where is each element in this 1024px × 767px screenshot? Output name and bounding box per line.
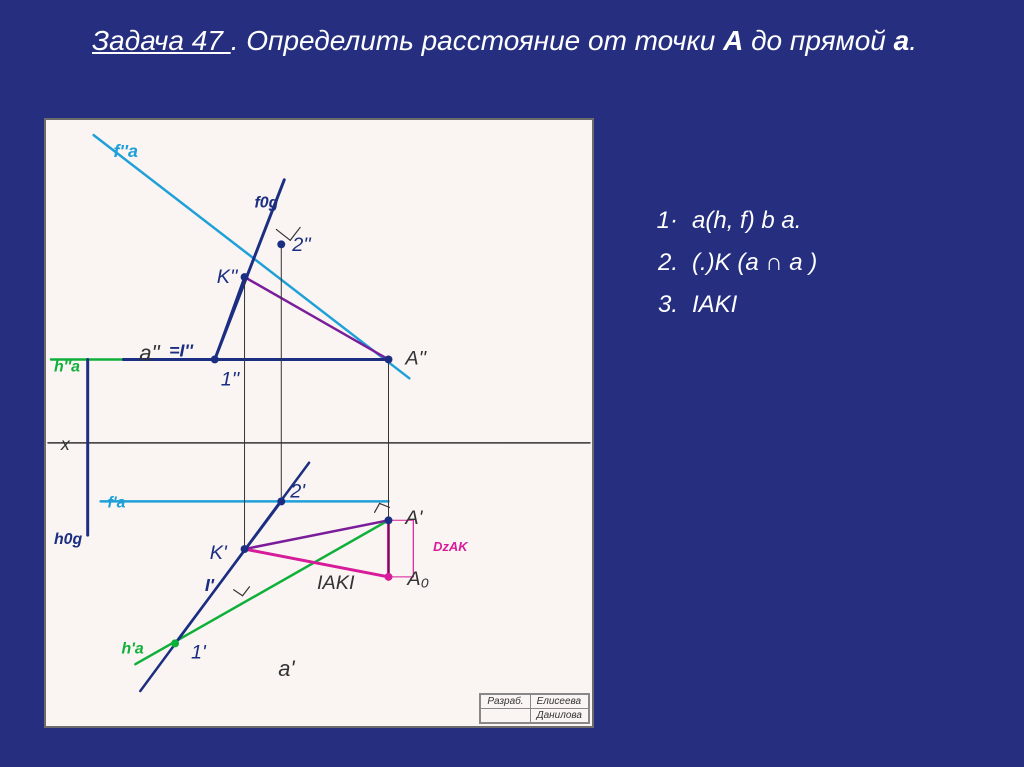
label-DzAK: DzAK (433, 539, 469, 554)
problem-number: Задача 47 (92, 25, 231, 56)
point-one1 (171, 639, 179, 647)
point-label-K2: K'' (217, 266, 239, 288)
label-f1a: f'a (108, 494, 126, 511)
point-two1 (277, 497, 285, 505)
label-h1a: h'a (121, 640, 143, 657)
perp-mark-Ib (243, 587, 250, 596)
label-a1: a' (278, 656, 295, 681)
label-a2: a'' (139, 340, 160, 365)
step-text: (.)K (a ∩ a ) (692, 242, 817, 284)
perp-mark-2a (276, 229, 290, 240)
perp-mark-A1a (375, 503, 380, 512)
label-h0g: h0g (54, 531, 83, 548)
step-text: a(h, f) b a. (692, 200, 801, 242)
navy-K1-two1 (175, 501, 281, 643)
table-row: Разраб. Елисеева (481, 695, 589, 709)
geometry-diagram: x A'' A' A₀ K'' K' 1'' 1' 2'' 2' f''a f0g h''a a'' =I'… (46, 120, 592, 726)
table-row: Данилова (481, 709, 589, 723)
point-A1 (385, 516, 393, 524)
step-item: 2. (.)K (a ∩ a ) (656, 242, 817, 284)
purple-K2-A2 (245, 277, 389, 359)
navy-K2-one2 (215, 277, 245, 359)
step-item: 1· a(h, f) b a. (656, 200, 817, 242)
label-IAKI: IAKI (317, 572, 355, 594)
point-label-two2: 2'' (291, 234, 312, 256)
label-f2a: f''a (114, 141, 138, 161)
point-A0 (385, 573, 393, 581)
point-label-A2: A'' (404, 347, 427, 369)
point-A2 (385, 355, 393, 363)
point-label-A1: A' (404, 507, 423, 529)
point-K1 (241, 545, 249, 553)
point-label-K1: K' (210, 542, 228, 564)
purple-K1-A1 (245, 520, 389, 549)
point-label-one1: 1' (191, 641, 207, 663)
title-block: Разраб. Елисеева Данилова (479, 693, 590, 724)
label-f0g: f0g (254, 195, 278, 212)
step-item: 3. IAKI (656, 284, 817, 326)
point-label-one2: 1'' (221, 368, 241, 390)
point-label-two1: 2' (289, 480, 306, 502)
step-text: IAKI (692, 284, 737, 326)
perp-mark-Ia (234, 590, 243, 596)
diagram-canvas: x A'' A' A₀ K'' K' 1'' 1' 2'' 2' f''a f0g h''a a'' =I'… (44, 118, 594, 728)
label-I1: I' (205, 575, 215, 595)
steps-list: 1· a(h, f) b a. 2. (.)K (a ∩ a ) 3. IAKI (656, 200, 817, 326)
page-title: Задача 47 . Определить расстояние от точ… (92, 22, 964, 60)
point-label-A0: A₀ (406, 568, 429, 590)
label-hprime_a: h''a (54, 358, 80, 375)
axis-x-label: x (60, 434, 71, 454)
point-two2 (277, 240, 285, 248)
point-K2 (241, 273, 249, 281)
label-eqI2: =I'' (169, 340, 194, 360)
point-one2 (211, 355, 219, 363)
